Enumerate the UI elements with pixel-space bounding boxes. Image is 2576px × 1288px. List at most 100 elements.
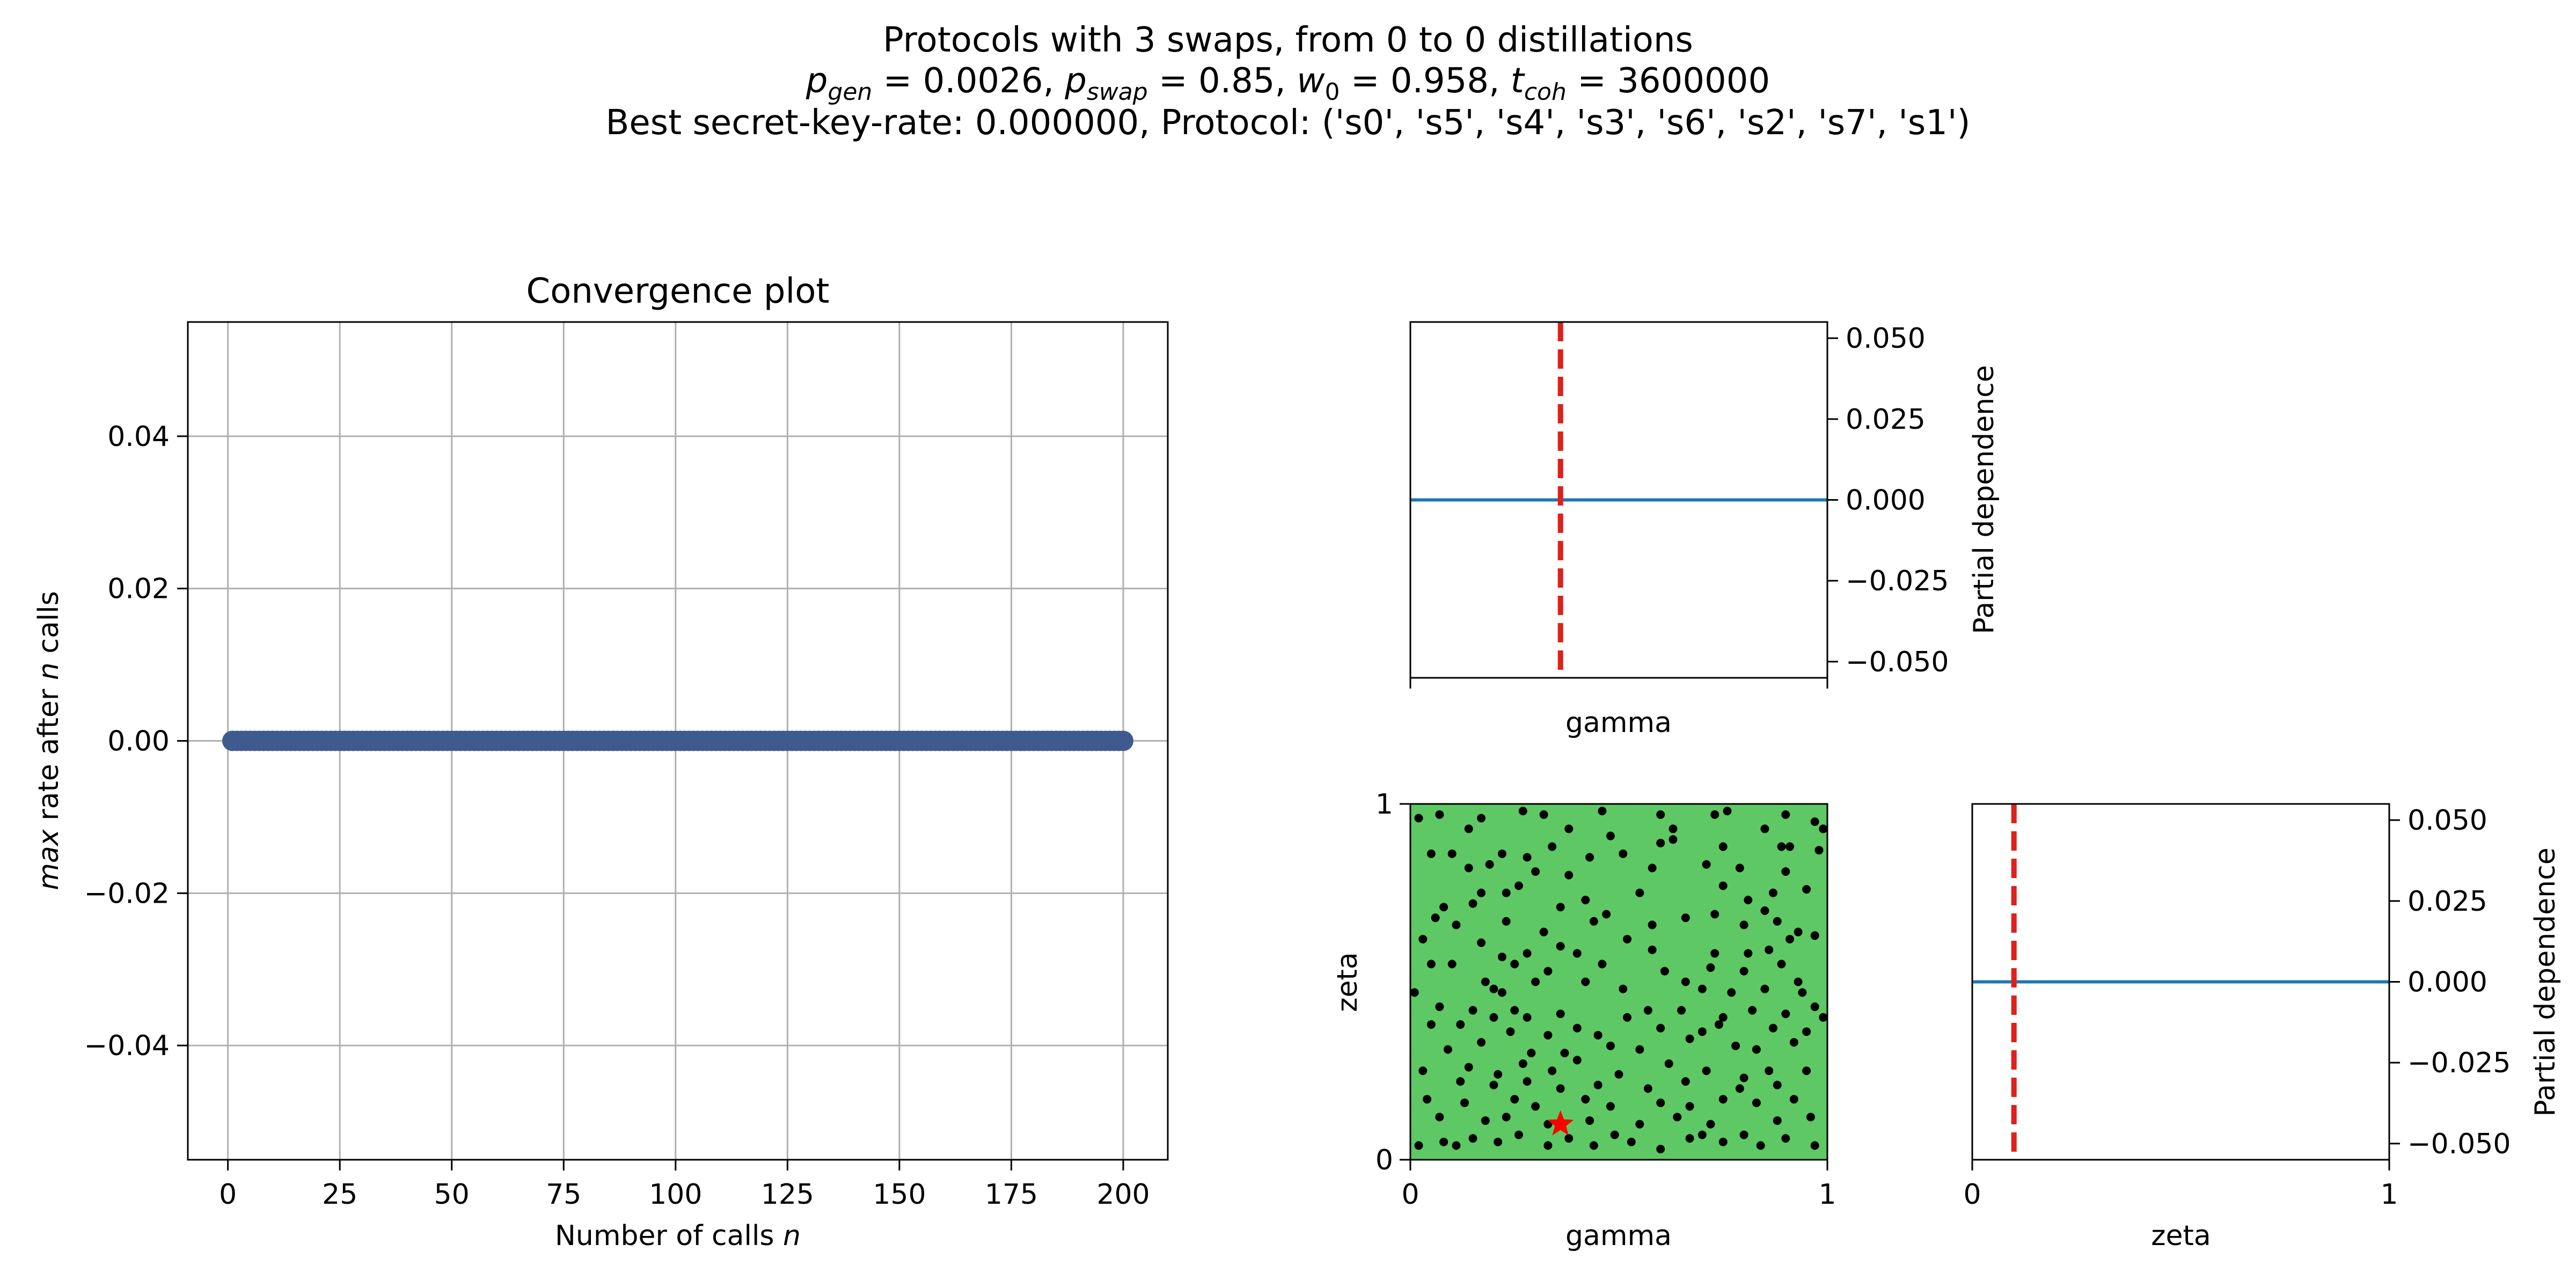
- sample-point: [1543, 1030, 1553, 1040]
- sample-point: [1548, 1066, 1557, 1075]
- sample-point: [1619, 849, 1628, 858]
- samples-best-point: [1547, 1110, 1574, 1136]
- sample-point: [1710, 949, 1719, 958]
- convergence-series: [222, 730, 1133, 751]
- sample-point: [1794, 927, 1803, 936]
- sample-point: [1627, 1137, 1636, 1146]
- sample-point: [1735, 863, 1744, 873]
- sample-point: [1789, 1095, 1798, 1104]
- sample-point: [1744, 949, 1753, 958]
- sample-point: [1502, 888, 1511, 897]
- partial-dependence-y-tick-label: −0.050: [2407, 1128, 2511, 1160]
- sample-point: [1706, 1119, 1715, 1129]
- pd-gamma-y-axis-label: Partial dependence: [1968, 365, 2000, 634]
- sample-point: [1781, 810, 1790, 819]
- sample-point: [1727, 988, 1736, 997]
- convergence-x-ticks: 0 25 50 75 100 125 150 175 200: [219, 1160, 1150, 1211]
- convergence-y-tick-label: −0.04: [84, 1030, 170, 1062]
- sample-point: [1489, 1013, 1498, 1022]
- partial-dependence-y-tick-label: −0.025: [2407, 1047, 2511, 1079]
- sample-point: [1543, 1141, 1553, 1150]
- sample-point: [1773, 1116, 1782, 1125]
- sample-point: [1781, 1009, 1790, 1019]
- sample-point: [1648, 945, 1657, 954]
- sample-point: [1614, 1070, 1623, 1079]
- sample-point: [1810, 817, 1819, 826]
- sample-point: [1556, 1009, 1565, 1019]
- sample-point: [1510, 1006, 1519, 1015]
- sample-point: [1518, 807, 1527, 816]
- sample-point: [1510, 960, 1519, 969]
- sample-point: [1556, 1084, 1565, 1093]
- samples-x-tick-label: 1: [1818, 1179, 1836, 1211]
- sample-point: [1468, 1134, 1477, 1143]
- sample-point: [1802, 1066, 1811, 1075]
- sample-point: [1697, 1027, 1707, 1036]
- sample-point: [1556, 942, 1565, 951]
- sample-point: [1685, 1034, 1694, 1043]
- sample-point: [1656, 1098, 1665, 1107]
- sample-point: [1602, 910, 1611, 919]
- sample-point: [1539, 927, 1548, 936]
- pd-zeta-series: [1972, 804, 2389, 1160]
- sample-point: [1697, 984, 1707, 993]
- sample-point: [1439, 903, 1448, 912]
- sample-point: [1585, 853, 1594, 862]
- sample-point: [1531, 1102, 1540, 1111]
- sample-point: [1464, 1063, 1473, 1072]
- sample-point: [1781, 867, 1790, 876]
- sample-point: [1635, 1119, 1644, 1129]
- sample-point: [1723, 807, 1732, 816]
- sample-point: [1439, 1137, 1448, 1146]
- sample-point: [1648, 920, 1657, 930]
- sample-point: [1468, 899, 1477, 908]
- partial-dependence-y-tick-label: 0.025: [1846, 404, 1926, 436]
- sample-point: [1426, 960, 1436, 969]
- partial-dependence-x-tick-label: 0: [1963, 1179, 1981, 1211]
- sample-point: [1814, 846, 1824, 855]
- sample-point: [1656, 1023, 1665, 1033]
- convergence-x-tick-label: 125: [761, 1179, 814, 1211]
- sample-point: [1435, 810, 1444, 819]
- sample-point: [1506, 1027, 1515, 1036]
- sample-point: [1485, 860, 1494, 869]
- sample-point: [1564, 824, 1574, 833]
- sample-point: [1572, 949, 1582, 958]
- sample-point: [1739, 1130, 1748, 1139]
- sample-point: [1527, 1049, 1536, 1058]
- sample-point: [1619, 984, 1628, 993]
- samples-axes-frame: [1409, 803, 1828, 1161]
- sample-point: [1677, 1006, 1686, 1015]
- sample-point: [1481, 977, 1490, 986]
- sample-point: [1426, 849, 1436, 858]
- sample-point: [1819, 824, 1828, 833]
- sample-point: [1610, 1130, 1619, 1139]
- samples-y-ticks: 01: [1375, 788, 1410, 1176]
- sample-point: [1765, 945, 1774, 954]
- convergence-x-tick-label: 200: [1096, 1179, 1150, 1211]
- sample-point: [1785, 842, 1795, 851]
- convergence-x-tick-label: 100: [649, 1179, 702, 1211]
- sample-point: [1523, 949, 1532, 958]
- sample-point: [1502, 1113, 1511, 1122]
- partial-dependence-y-tick-label: 0.000: [1846, 485, 1926, 517]
- sample-point: [1789, 1038, 1798, 1047]
- sample-point: [1435, 1113, 1444, 1122]
- sample-point: [1410, 988, 1419, 997]
- sample-point: [1510, 1095, 1519, 1104]
- sample-point: [1731, 1041, 1740, 1050]
- sample-point: [1464, 863, 1473, 873]
- convergence-x-tick-label: 150: [873, 1179, 926, 1211]
- sample-point: [1447, 849, 1457, 858]
- sample-point: [1773, 1080, 1782, 1089]
- pd-zeta-y-axis-label: Partial dependence: [2529, 847, 2562, 1116]
- pd-gamma-plot: −0.050 −0.025 0.000 0.025 0.050 gamma Partia…: [1409, 321, 2000, 739]
- sample-point: [1714, 1020, 1723, 1029]
- sample-point: [1572, 1056, 1582, 1065]
- sample-point: [1685, 1102, 1694, 1111]
- sample-point: [1531, 867, 1540, 876]
- sample-point: [1497, 953, 1506, 962]
- sample-point: [1497, 988, 1506, 997]
- sample-point: [1718, 1095, 1728, 1104]
